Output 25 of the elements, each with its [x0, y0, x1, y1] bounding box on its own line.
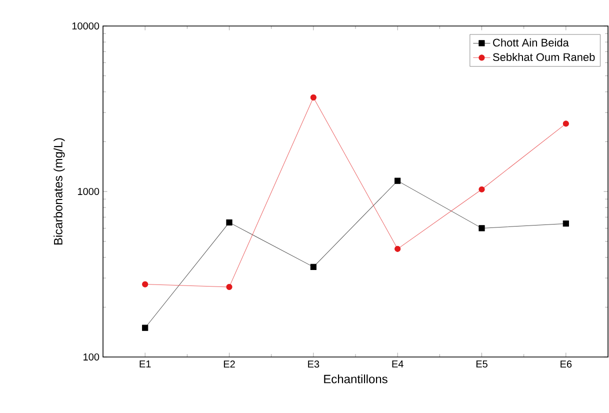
point: [394, 178, 401, 184]
x-tick-label: E6: [560, 360, 572, 368]
x-tick-label: E1: [140, 360, 151, 368]
y-tick-label: 100: [84, 353, 100, 361]
point: [310, 264, 316, 270]
point: [478, 186, 485, 192]
point: [142, 281, 148, 288]
x-tick-label: E5: [476, 360, 488, 368]
legend-label: Chott Ain Beida: [493, 38, 569, 47]
legend-label: Sebkhat Oum Raneb: [493, 52, 595, 62]
point: [562, 120, 569, 127]
point: [310, 94, 316, 101]
y-tick-label: 10000: [72, 22, 100, 30]
x-tick-label: E4: [392, 360, 404, 368]
y-axis-title: Bicarbonates (mg/L): [54, 138, 65, 245]
point: [226, 219, 232, 226]
y-tick-label: 1000: [78, 188, 100, 196]
x-axis-title: Echantillons: [324, 374, 388, 384]
point: [478, 225, 485, 232]
point: [394, 246, 401, 252]
point: [142, 324, 148, 331]
point: [562, 220, 569, 227]
x-tick-label: E3: [308, 360, 320, 368]
point: [226, 284, 232, 290]
x-tick-label: E2: [224, 360, 235, 368]
